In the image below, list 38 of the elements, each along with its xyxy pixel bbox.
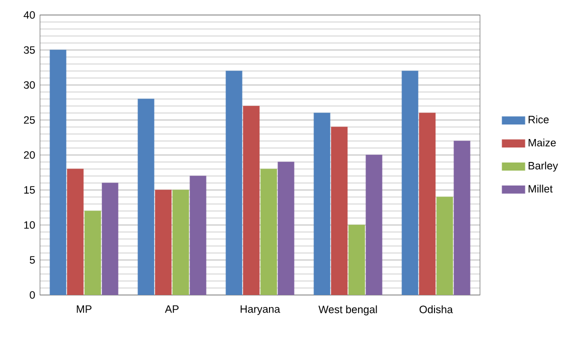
bar — [454, 140, 470, 295]
bar — [67, 168, 84, 295]
y-tick-label: 10 — [24, 221, 35, 229]
bar — [226, 70, 242, 295]
bar — [436, 196, 453, 295]
bar — [138, 98, 154, 295]
x-tick-label: AP — [164, 305, 179, 313]
x-tick-label: Odisha — [420, 305, 453, 314]
y-tick-label: 25 — [24, 116, 35, 124]
bar — [102, 182, 118, 295]
y-tick-label: 40 — [24, 11, 35, 19]
bar — [366, 154, 382, 295]
y-tick-label: 0 — [30, 291, 35, 299]
legend-label: Rice — [528, 116, 549, 124]
x-tick-label: West bengal — [318, 305, 377, 316]
bar — [402, 70, 418, 295]
bar — [348, 224, 365, 295]
bar — [50, 50, 66, 295]
bar — [243, 106, 260, 295]
x-tick-label: Haryana — [240, 305, 280, 315]
bar — [314, 112, 330, 295]
y-tick-label: 15 — [24, 186, 35, 194]
legend-label: Millet — [528, 184, 553, 193]
y-tick-label: 35 — [24, 46, 35, 54]
bar — [155, 190, 172, 295]
bar — [260, 168, 277, 295]
y-tick-label: 20 — [24, 151, 35, 159]
bar — [419, 112, 436, 295]
legend-label: Maize — [528, 138, 556, 146]
bar — [278, 162, 294, 295]
bar — [331, 126, 348, 295]
x-tick-label: MP — [76, 305, 92, 313]
y-tick-label: 5 — [30, 256, 35, 264]
legend-label: Barley — [528, 162, 558, 172]
bar — [84, 210, 101, 295]
bar — [190, 176, 206, 295]
y-tick-label: 30 — [24, 81, 35, 89]
bar — [172, 190, 189, 295]
